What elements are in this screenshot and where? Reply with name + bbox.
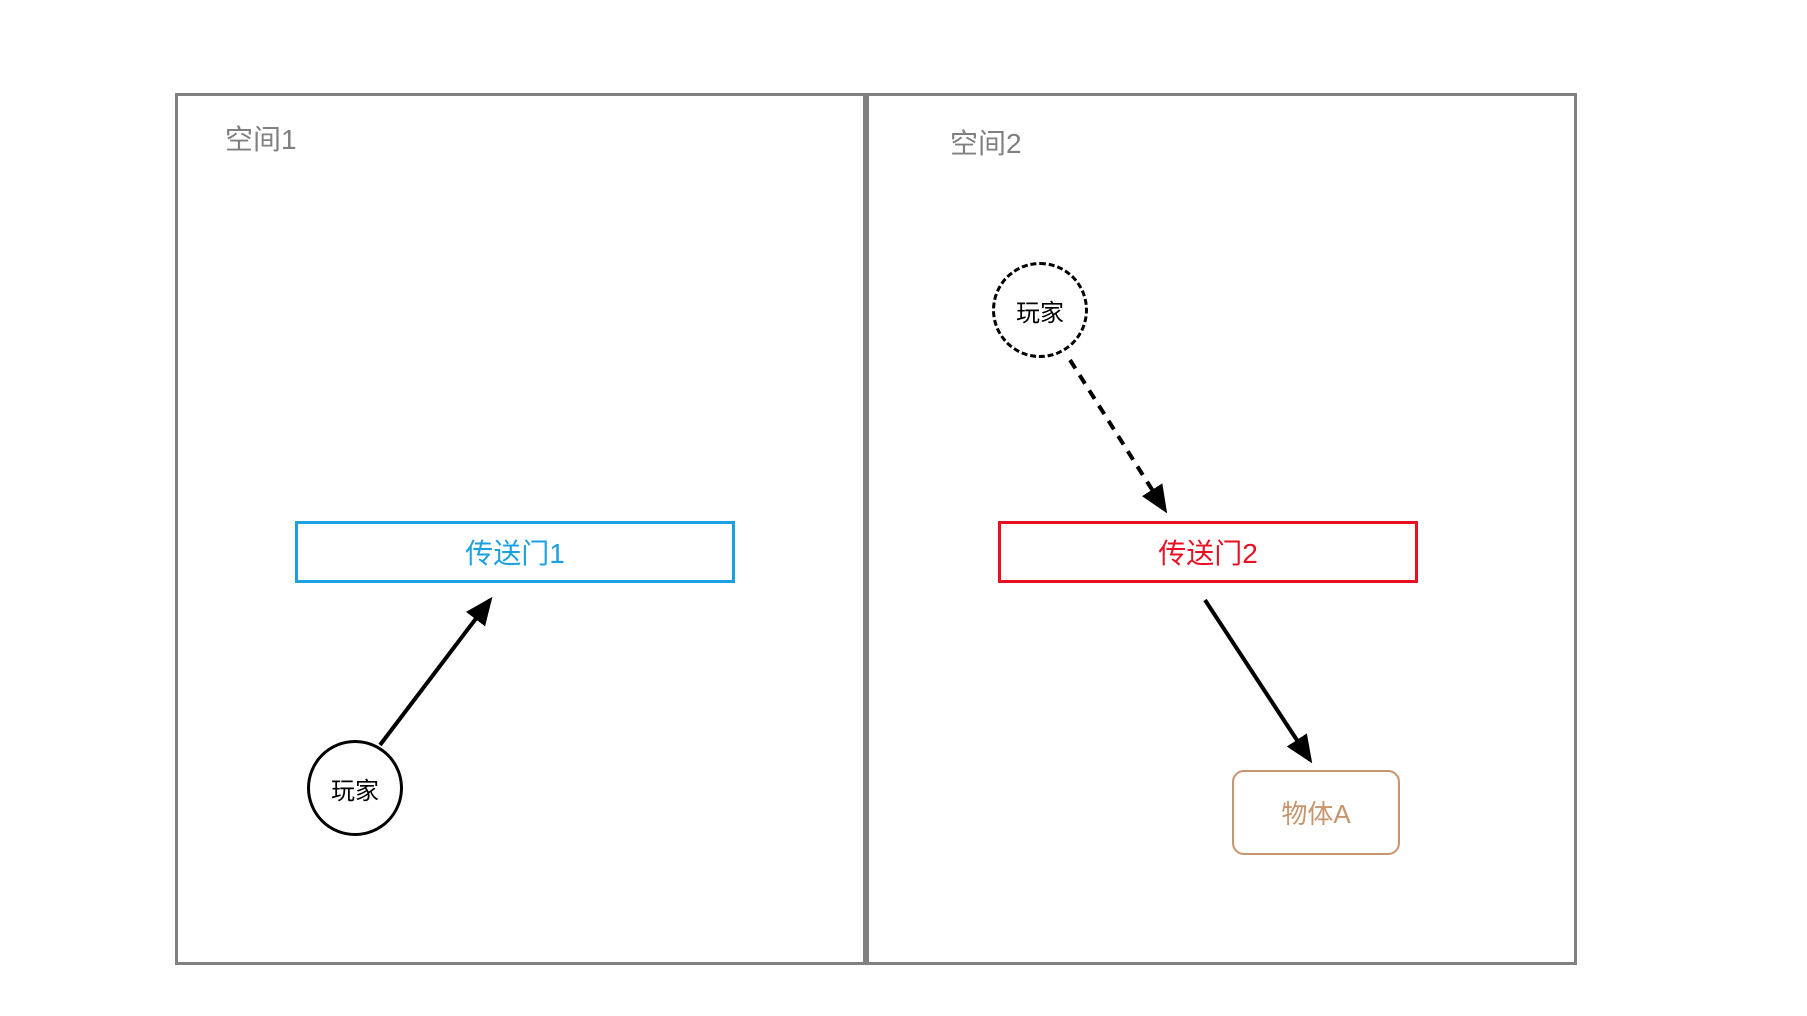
player-dashed: 玩家	[992, 262, 1088, 358]
player-dashed-label: 玩家	[1016, 293, 1064, 328]
portal1-label: 传送门1	[465, 532, 565, 572]
player-solid: 玩家	[307, 740, 403, 836]
object-a-label: 物体A	[1281, 794, 1350, 831]
portal2-box: 传送门2	[998, 521, 1418, 583]
space2-label: 空间2	[950, 122, 1022, 162]
portal1-box: 传送门1	[295, 521, 735, 583]
space1-label: 空间1	[225, 118, 297, 158]
portal2-label: 传送门2	[1158, 532, 1258, 572]
object-a-box: 物体A	[1232, 770, 1400, 855]
player-solid-label: 玩家	[331, 771, 379, 806]
